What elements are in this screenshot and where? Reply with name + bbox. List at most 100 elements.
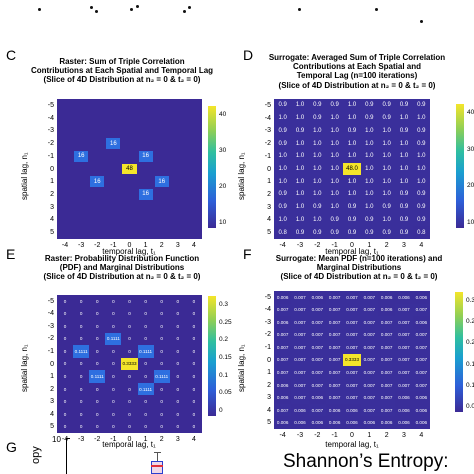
x-tick-label: 0 <box>350 432 354 439</box>
heatmap-cell <box>137 137 154 150</box>
heatmap-cell: 0 <box>89 420 106 433</box>
colorbar-tick-label: 0.15 <box>466 360 474 368</box>
panel-title-line: Contributions at Each Spatial and <box>292 62 422 72</box>
heatmap-cell: 1.0 <box>378 175 396 189</box>
heatmap-cell: 1.0 <box>378 124 396 138</box>
heatmap-cell: 0.007 <box>412 378 430 392</box>
y-axis-label: spatial lag, n₁ <box>237 152 246 200</box>
x-tick-label: 3 <box>402 432 406 439</box>
heatmap-cell: 0.007 <box>343 328 361 342</box>
heatmap-cell <box>57 200 74 214</box>
heatmap-cell <box>89 213 106 227</box>
heatmap-cell: 0.007 <box>378 316 396 329</box>
heatmap-cell: 0 <box>137 420 154 433</box>
panel-c: C Raster: Sum of Triple Correlation Contri… <box>0 0 237 256</box>
heatmap-cell: 0.006 <box>291 416 309 429</box>
heatmap-cell: 0 <box>185 345 202 358</box>
heatmap-cell: 48.0 <box>343 162 361 176</box>
heatmap-cell <box>89 200 106 214</box>
y-tick-label: 4 <box>267 406 271 414</box>
heatmap-cell <box>169 99 186 112</box>
heatmap-cell: 0.007 <box>274 303 292 317</box>
panel-g: G 10 opy Shannon’s Entropy: <box>0 400 474 474</box>
y-tick-label: 1 <box>50 178 54 186</box>
y-tick-label: 0 <box>50 165 54 173</box>
y-tick-label: -3 <box>264 127 271 135</box>
colorbar-tick-label: 0.05 <box>219 389 232 397</box>
heatmap-cell: 0.007 <box>412 303 430 317</box>
x-tick-label: 3 <box>175 436 180 443</box>
shannon-entropy-label: Shannon’s Entropy: <box>283 451 449 472</box>
heatmap-cell <box>89 149 106 163</box>
heatmap-cell: 0.9 <box>360 213 378 227</box>
heatmap-cell: 0 <box>121 295 138 308</box>
heatmap-cell: 0.007 <box>308 328 326 342</box>
heatmap-cell: 1.0 <box>308 188 326 201</box>
y-tick-label: -2 <box>264 331 271 339</box>
heatmap-cell: 0 <box>153 382 170 396</box>
colorbar-tick-label: 30 <box>219 147 227 154</box>
heatmap-cell: 1.0 <box>326 111 344 125</box>
x-tick-label: 1 <box>367 432 372 439</box>
heatmap-cell <box>121 188 138 201</box>
heatmap-cell <box>105 149 122 163</box>
x-tick-label: -3 <box>78 242 85 249</box>
heatmap-cell: 0 <box>137 407 154 421</box>
y-tick-label: 3 <box>50 398 54 406</box>
heatmap-cell: 0 <box>73 357 90 371</box>
heatmap-cell: 1.0 <box>291 200 309 214</box>
heatmap-cell: 0 <box>57 320 74 333</box>
panel-e: E Raster: Probability Distribution Functi… <box>6 247 232 449</box>
heatmap-cell <box>169 124 186 138</box>
colorbar-tick-label: 20 <box>219 183 227 190</box>
heatmap-cell <box>153 137 170 150</box>
heatmap-cell: 0 <box>89 332 106 346</box>
heatmap-cell: 0.9 <box>378 99 396 112</box>
panel-title-line: (Slice of 4D Distribution at n₂ = 0 & t₂… <box>43 272 201 282</box>
x-tick-label: -2 <box>314 432 321 439</box>
heatmap-cell: 0.007 <box>343 366 361 379</box>
heatmap-cell: 0.9 <box>360 226 378 239</box>
colorbar-tick-label: 0.2 <box>219 336 229 344</box>
heatmap-cell: 0.006 <box>395 391 413 404</box>
heatmap-cell: 0.9 <box>308 99 326 112</box>
heatmap-cell: 1.0 <box>326 188 344 201</box>
heatmap-cell: 1.0 <box>291 162 309 176</box>
heatmap-cell: 1.0 <box>412 149 430 163</box>
heatmap-cell: 0 <box>121 332 138 346</box>
y-tick-label: -2 <box>47 335 54 343</box>
heatmap-cell: 0.8 <box>412 226 430 239</box>
heatmap-cell <box>105 226 122 239</box>
colorbar-tick-label: 0.15 <box>219 354 232 361</box>
y-tick-label: -4 <box>47 114 54 122</box>
heatmap-cell <box>153 200 170 214</box>
heatmap-cell: 0 <box>89 307 106 321</box>
heatmap-cell: 0 <box>169 295 186 308</box>
heatmap-cell: 0.007 <box>343 341 361 354</box>
heatmap-cell: 0.8 <box>274 226 292 239</box>
heatmap-cell: 1.0 <box>360 200 378 214</box>
colorbar-tick-label: 30 <box>467 145 474 153</box>
heatmap-cell: 0.006 <box>360 416 378 429</box>
heatmap-cell <box>153 162 170 176</box>
heatmap-cell: 0.3333 <box>121 357 138 371</box>
panel-title-line: Raster: Probability Distribution Functio… <box>44 254 200 263</box>
heatmap-cell: 0.007 <box>395 328 413 342</box>
x-tick-label: 1 <box>143 242 148 249</box>
heatmap-cell: 0 <box>73 332 90 346</box>
x-axis-label: temporal lag, t₁ <box>325 440 379 449</box>
panel-g-ylabel: opy <box>30 446 42 464</box>
heatmap-cell: 16 <box>90 176 105 188</box>
heatmap-cell: 0.007 <box>326 303 344 317</box>
x-tick-label: 2 <box>384 242 389 249</box>
heatmap: 0 0 0 0 0 0 0 0 0 0 0 0 0 0 0 0 0 0 0 0 0 0 0 0 0 0 0 0 0 0 0.1111 0 0 0 0… <box>57 295 202 433</box>
heatmap-cell <box>169 111 186 125</box>
heatmap-cell: 1.0 <box>412 111 430 125</box>
heatmap-cell: 0 <box>89 345 106 358</box>
heatmap-cell <box>185 175 202 189</box>
heatmap-cell: 1.0 <box>395 162 413 176</box>
heatmap-cell: 0.007 <box>326 316 344 329</box>
heatmap-cell: 0 <box>121 382 138 396</box>
heatmap-cell <box>153 213 170 227</box>
heatmap-cell: 0 <box>105 382 122 396</box>
